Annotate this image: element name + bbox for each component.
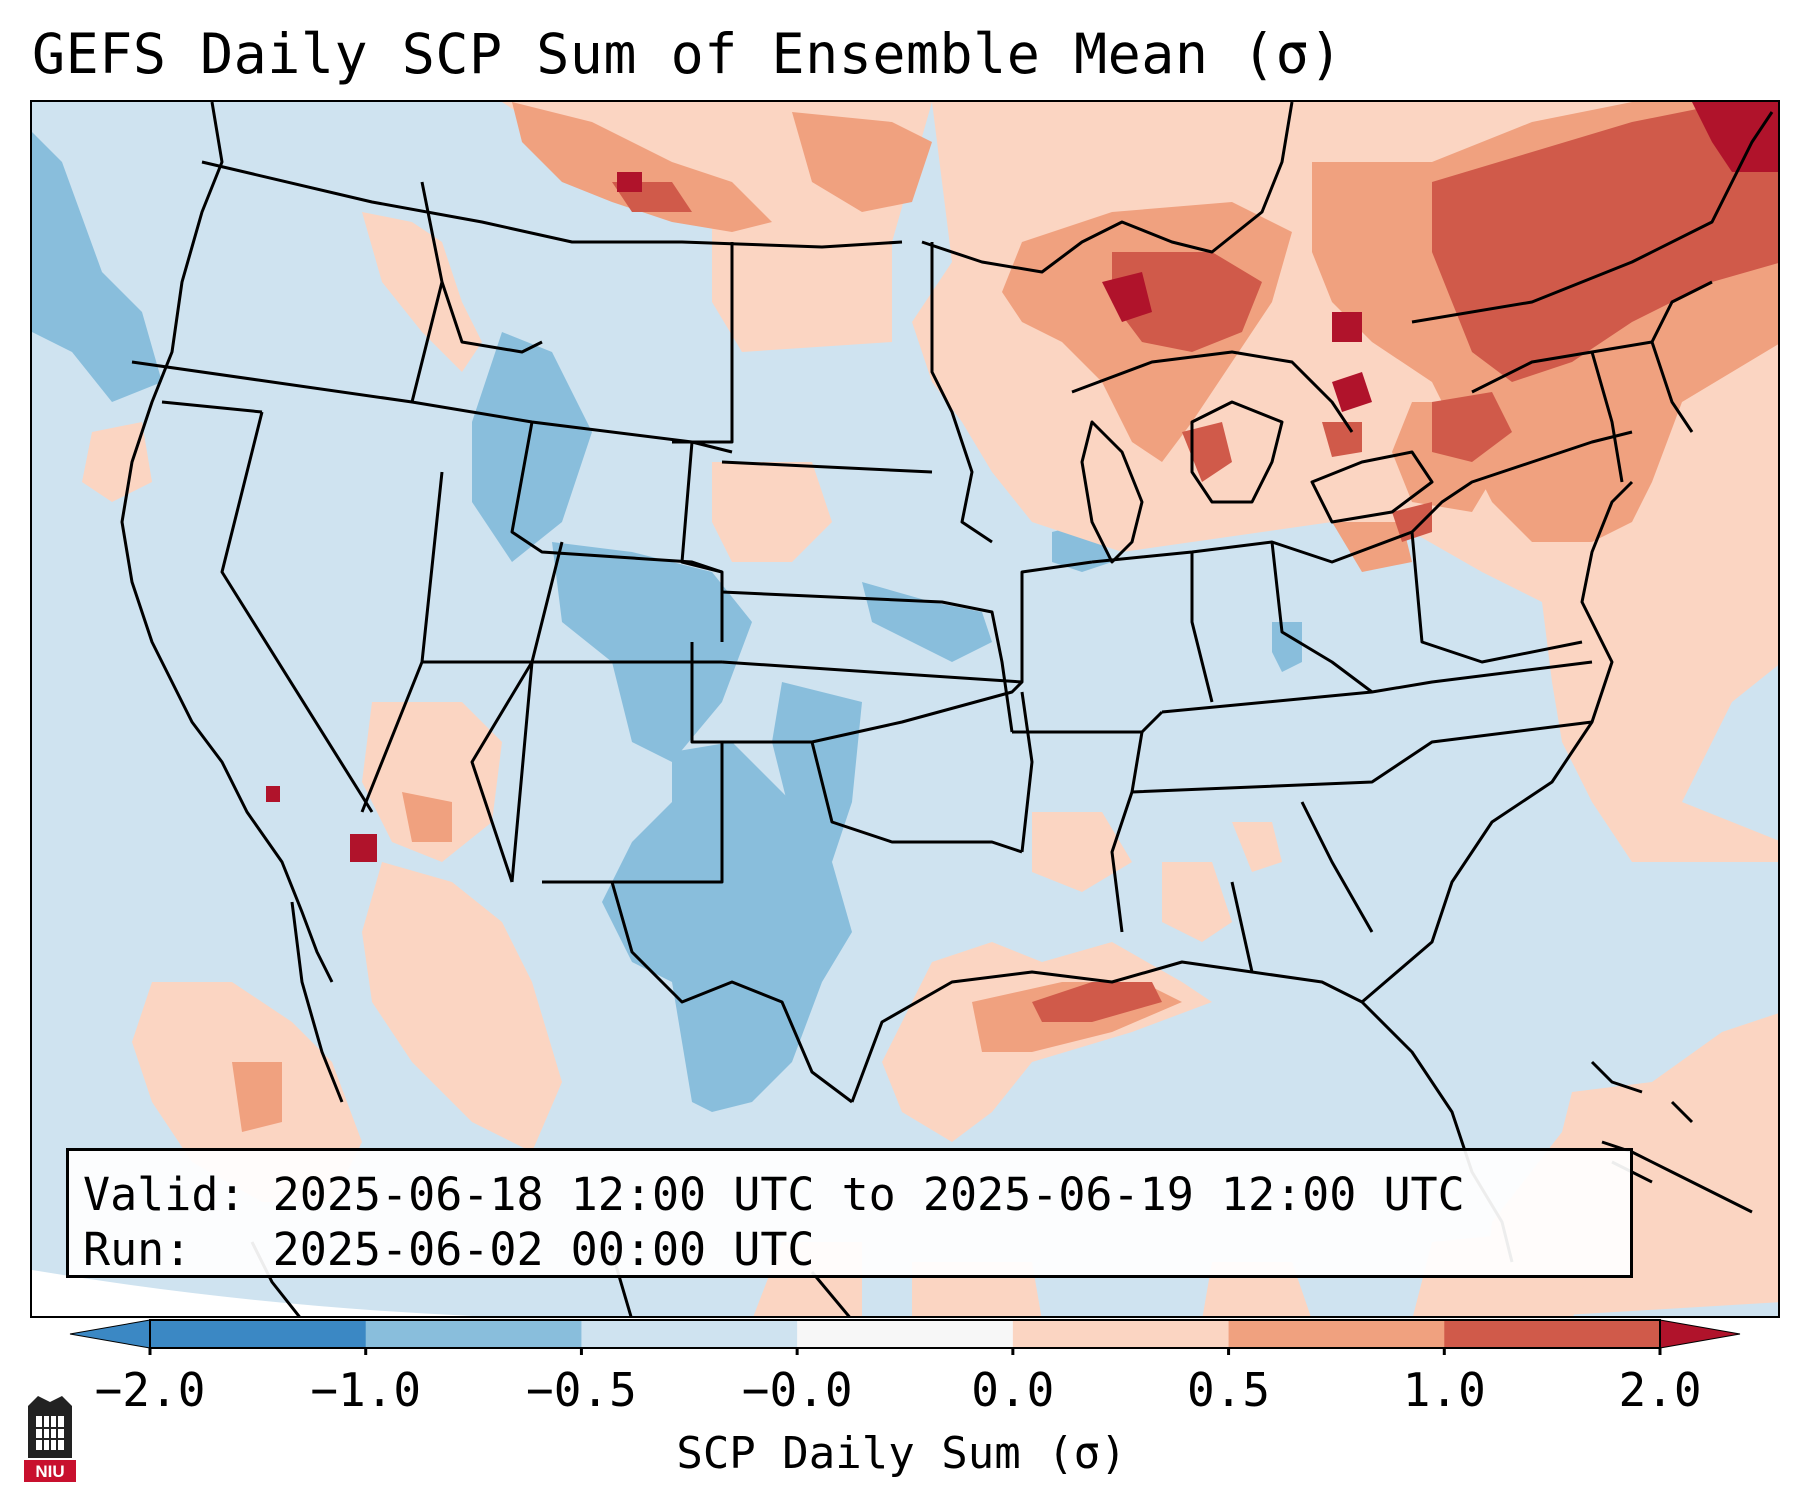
colorbar-tick-label: −0.5 bbox=[526, 1363, 637, 1417]
colorbar-outline bbox=[149, 1319, 1661, 1349]
anomaly-map bbox=[32, 102, 1778, 1316]
valid-label: Valid: bbox=[83, 1168, 246, 1221]
colorbar-label: SCP Daily Sum (σ) bbox=[676, 1428, 1127, 1479]
colorbar-segment bbox=[150, 1320, 367, 1348]
colorbar-tick-label: 0.0 bbox=[971, 1363, 1055, 1417]
projection-edge bbox=[32, 1270, 473, 1316]
colorbar-segment bbox=[797, 1320, 1014, 1348]
colorbar-segment bbox=[1444, 1320, 1661, 1348]
colorbar-tick-label: −0.0 bbox=[741, 1363, 853, 1417]
colorbar bbox=[69, 1319, 1741, 1355]
extreme-positive-areas bbox=[266, 102, 1778, 862]
niu-logo: NIU bbox=[24, 1396, 76, 1482]
colorbar-tick-label: 2.0 bbox=[1618, 1363, 1702, 1417]
map-title: GEFS Daily SCP Sum of Ensemble Mean (σ) bbox=[32, 22, 1343, 86]
map-boundaries bbox=[120, 102, 1774, 1316]
colorbar-tick-label: 1.0 bbox=[1402, 1363, 1486, 1417]
colorbar-segment bbox=[1012, 1320, 1230, 1348]
map-panel bbox=[30, 100, 1780, 1318]
validity-info-box: Valid: 2025-06-18 12:00 UTC to 2025-06-1… bbox=[66, 1148, 1633, 1278]
colorbar-tick-label: −1.0 bbox=[310, 1363, 422, 1417]
run-label: Run: bbox=[83, 1223, 192, 1276]
colorbar-tick-label: 0.5 bbox=[1187, 1363, 1271, 1417]
colorbar-segment bbox=[1228, 1320, 1445, 1348]
strong-positive-areas bbox=[612, 102, 1778, 1022]
valid-time-range: 2025-06-18 12:00 UTC to 2025-06-19 12:00… bbox=[272, 1168, 1465, 1221]
run-time: 2025-06-02 00:00 UTC bbox=[272, 1223, 815, 1276]
colorbar-tick-label: −2.0 bbox=[94, 1363, 206, 1417]
colorbar-extend-low bbox=[69, 1319, 151, 1349]
colorbar-extend-high bbox=[1659, 1319, 1741, 1349]
colorbar-segment bbox=[365, 1320, 582, 1348]
colorbar-segment bbox=[581, 1320, 798, 1348]
niu-logo-text: NIU bbox=[35, 1462, 64, 1481]
